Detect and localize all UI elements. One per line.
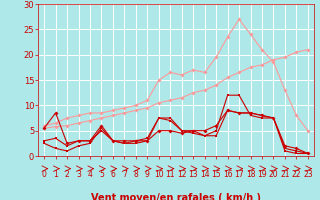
X-axis label: Vent moyen/en rafales ( km/h ): Vent moyen/en rafales ( km/h ) xyxy=(91,193,261,200)
